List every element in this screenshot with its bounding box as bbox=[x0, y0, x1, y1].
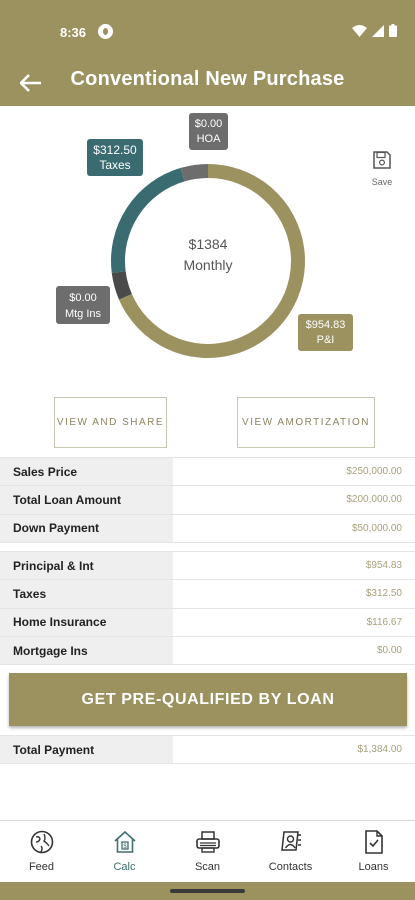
svg-text:$: $ bbox=[123, 844, 127, 850]
row-value: $116.67 bbox=[173, 608, 415, 636]
nav-item-contacts[interactable]: Contacts bbox=[249, 821, 332, 882]
slice-value-pi: $954.83 bbox=[306, 319, 346, 331]
table-row: Sales Price $250,000.00 bbox=[0, 458, 415, 487]
row-label: Total Loan Amount bbox=[0, 486, 173, 514]
battery-icon bbox=[389, 24, 397, 37]
nav-label: Feed bbox=[28, 861, 55, 873]
save-label: Save bbox=[371, 177, 393, 187]
page-title: Conventional New Purchase bbox=[70, 68, 345, 90]
loan-details-table: Sales Price $250,000.00 Total Loan Amoun… bbox=[0, 457, 415, 543]
home-gesture-pill[interactable] bbox=[170, 889, 245, 893]
get-pre-qualified-button[interactable]: GET PRE-QUALIFIED BY LOAN bbox=[9, 673, 407, 726]
donut-slice-mtg-ins bbox=[111, 270, 132, 300]
donut-hole bbox=[126, 179, 290, 343]
payment-donut-chart: $1384 Monthly $0.00 HOA $312.50 Taxes $0… bbox=[0, 106, 415, 386]
row-value: $0.00 bbox=[173, 636, 415, 665]
table-row: Total Loan Amount $200,000.00 bbox=[0, 486, 415, 515]
nav-label: Scan bbox=[194, 861, 221, 873]
table-row: Principal & Int $954.83 bbox=[0, 552, 415, 581]
row-label: Mortgage Ins bbox=[0, 636, 173, 665]
table-row: Mortgage Ins $0.00 bbox=[0, 636, 415, 666]
gesture-bar bbox=[0, 882, 415, 900]
table-row: Taxes $312.50 bbox=[0, 580, 415, 609]
slice-label-mtg-ins: $0.00 Mtg Ins bbox=[56, 286, 110, 324]
row-value: $312.50 bbox=[173, 580, 415, 608]
nav-item-scan[interactable]: Scan bbox=[166, 821, 249, 882]
slice-label-hoa: $0.00 HOA bbox=[189, 113, 228, 150]
globe-icon bbox=[30, 830, 53, 854]
view-and-share-button[interactable]: VIEW AND SHARE bbox=[54, 397, 167, 448]
slice-label-taxes: $312.50 Taxes bbox=[87, 139, 143, 176]
row-label: Sales Price bbox=[0, 458, 173, 486]
wifi-icon bbox=[352, 24, 367, 37]
scanner-icon bbox=[195, 831, 220, 853]
app-bar: Conventional New Purchase bbox=[0, 62, 415, 106]
table-row: Down Payment $50,000.00 bbox=[0, 514, 415, 543]
view-amortization-button[interactable]: VIEW AMORTIZATION bbox=[237, 397, 375, 448]
donut-slice-hoa bbox=[180, 164, 209, 182]
slice-value-hoa: $0.00 bbox=[195, 118, 223, 130]
nav-label: Calc bbox=[113, 861, 136, 873]
save-icon bbox=[373, 151, 391, 169]
app-notification-icon bbox=[98, 24, 113, 39]
nav-item-loans[interactable]: Loans bbox=[332, 821, 415, 882]
slice-value-taxes: $312.50 bbox=[93, 143, 137, 157]
back-button[interactable] bbox=[16, 68, 46, 98]
row-value: $1,384.00 bbox=[173, 736, 415, 764]
table-row: Total Payment $1,384.00 bbox=[0, 736, 415, 765]
row-label: Taxes bbox=[0, 580, 173, 608]
slice-name-taxes: Taxes bbox=[99, 158, 130, 172]
row-value: $50,000.00 bbox=[173, 514, 415, 542]
slice-name-pi: P&I bbox=[317, 334, 335, 346]
status-bar: 8:36 bbox=[0, 0, 415, 62]
row-label: Down Payment bbox=[0, 514, 173, 542]
donut-slice-taxes bbox=[111, 167, 185, 273]
nav-label: Contacts bbox=[268, 861, 313, 873]
status-icons bbox=[352, 24, 397, 37]
row-value: $250,000.00 bbox=[173, 458, 415, 486]
row-value: $954.83 bbox=[173, 552, 415, 580]
document-icon bbox=[364, 830, 383, 854]
total-payment-table: Total Payment $1,384.00 bbox=[0, 735, 415, 765]
slice-name-mtg-ins: Mtg Ins bbox=[65, 308, 102, 320]
back-arrow-icon bbox=[20, 74, 41, 92]
chart-center-label: Monthly bbox=[183, 257, 232, 273]
donut-slice-p-i bbox=[119, 164, 305, 358]
nav-item-calc[interactable]: $ Calc bbox=[83, 821, 166, 882]
table-row: Home Insurance $116.67 bbox=[0, 608, 415, 637]
slice-value-mtg-ins: $0.00 bbox=[69, 292, 97, 304]
row-label: Home Insurance bbox=[0, 608, 173, 636]
bottom-navigation: Feed $ Calc Scan Contacts bbox=[0, 820, 415, 882]
save-button[interactable]: Save bbox=[366, 150, 398, 192]
row-value: $200,000.00 bbox=[173, 486, 415, 514]
donut-chart-svg: $1384 Monthly $0.00 HOA $312.50 Taxes $0… bbox=[56, 113, 353, 358]
row-label: Principal & Int bbox=[0, 552, 173, 580]
nav-item-feed[interactable]: Feed bbox=[0, 821, 83, 882]
slice-label-pi: $954.83 P&I bbox=[298, 314, 353, 351]
row-label: Total Payment bbox=[0, 736, 173, 764]
signal-icon bbox=[372, 24, 384, 37]
payment-breakdown-table: Principal & Int $954.83 Taxes $312.50 Ho… bbox=[0, 551, 415, 666]
nav-label: Loans bbox=[358, 861, 389, 873]
slice-name-hoa: HOA bbox=[197, 133, 222, 145]
house-calc-icon: $ bbox=[113, 830, 136, 853]
contacts-icon bbox=[280, 831, 301, 851]
status-time: 8:36 bbox=[60, 25, 87, 40]
chart-center-value: $1384 bbox=[189, 236, 228, 252]
